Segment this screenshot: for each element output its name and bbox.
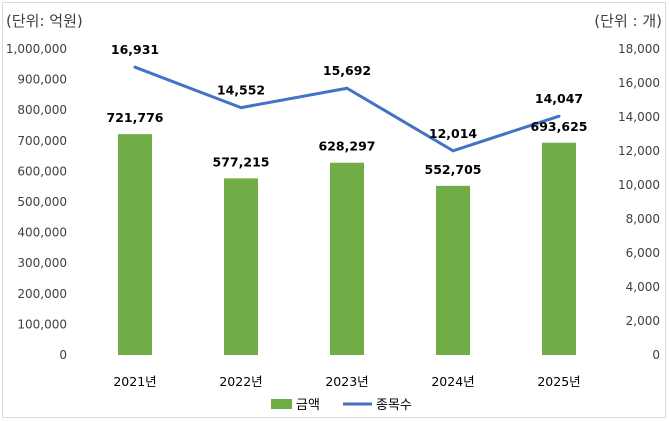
line-value-label: 12,014 bbox=[429, 126, 478, 141]
bar-2021년 bbox=[118, 134, 152, 355]
line-point-2025년 bbox=[557, 114, 561, 118]
legend-label-count: 종목수 bbox=[376, 398, 412, 413]
category-label: 2024년 bbox=[431, 374, 474, 389]
legend: 금액 종목수 bbox=[271, 398, 412, 413]
category-label: 2022년 bbox=[219, 374, 262, 389]
left-tick-label: 900,000 bbox=[17, 73, 67, 87]
legend-swatch-amount bbox=[271, 399, 292, 409]
category-label: 2025년 bbox=[537, 374, 580, 389]
line-point-2023년 bbox=[345, 86, 349, 90]
right-tick-label: 6,000 bbox=[626, 246, 660, 260]
left-tick-label: 600,000 bbox=[17, 164, 67, 178]
bar-value-label: 628,297 bbox=[319, 139, 376, 154]
left-tick-label: 100,000 bbox=[17, 317, 67, 331]
right-tick-label: 4,000 bbox=[626, 280, 660, 294]
line-value-label: 14,552 bbox=[217, 83, 265, 98]
left-tick-label: 700,000 bbox=[17, 134, 67, 148]
right-tick-label: 16,000 bbox=[618, 76, 660, 90]
right-tick-label: 2,000 bbox=[626, 314, 660, 328]
left-tick-label: 800,000 bbox=[17, 103, 67, 117]
bar-series bbox=[118, 134, 576, 355]
line-data-labels: 16,931 14,552 15,692 12,014 14,047 bbox=[111, 42, 583, 141]
line-series bbox=[133, 65, 561, 153]
category-label: 2023년 bbox=[325, 374, 368, 389]
right-axis-ticks: 0 2,000 4,000 6,000 8,000 10,000 12,000 14,000 1… bbox=[618, 42, 660, 362]
bar-value-label: 577,215 bbox=[213, 154, 270, 169]
right-tick-label: 14,000 bbox=[618, 110, 660, 124]
left-tick-label: 400,000 bbox=[17, 226, 67, 240]
line-point-2021년 bbox=[133, 65, 137, 69]
category-labels: 2021년 2022년 2023년 2024년 2025년 bbox=[113, 374, 580, 389]
right-tick-label: 12,000 bbox=[618, 144, 660, 158]
line-point-2024년 bbox=[451, 149, 455, 153]
bar-2025년 bbox=[542, 142, 576, 355]
right-axis-unit: (단위 : 개) bbox=[594, 12, 662, 30]
bar-2024년 bbox=[436, 185, 470, 355]
bar-value-label: 721,776 bbox=[107, 110, 164, 125]
line-value-label: 14,047 bbox=[535, 91, 583, 106]
line-value-label: 16,931 bbox=[111, 42, 159, 57]
line-point-2022년 bbox=[239, 106, 243, 110]
category-label: 2021년 bbox=[113, 374, 156, 389]
left-tick-label: 0 bbox=[59, 348, 67, 362]
right-tick-label: 18,000 bbox=[618, 42, 660, 56]
bar-2022년 bbox=[224, 178, 258, 355]
legend-label-amount: 금액 bbox=[296, 398, 320, 413]
bar-data-labels: 721,776 577,215 628,297 552,705 693,625 bbox=[107, 110, 588, 177]
left-axis-ticks: 0 100,000 200,000 300,000 400,000 500,000 600,… bbox=[6, 42, 67, 362]
right-tick-label: 0 bbox=[652, 348, 660, 362]
line-value-label: 15,692 bbox=[323, 63, 371, 78]
left-tick-label: 500,000 bbox=[17, 195, 67, 209]
right-tick-label: 10,000 bbox=[618, 178, 660, 192]
left-tick-label: 200,000 bbox=[17, 287, 67, 301]
left-tick-label: 1,000,000 bbox=[6, 42, 67, 56]
bar-value-label: 693,625 bbox=[531, 119, 588, 134]
bar-value-label: 552,705 bbox=[425, 162, 482, 177]
left-tick-label: 300,000 bbox=[17, 256, 67, 270]
right-tick-label: 8,000 bbox=[626, 212, 660, 226]
left-axis-unit: (단위: 억원) bbox=[6, 12, 83, 30]
bar-2023년 bbox=[330, 162, 364, 355]
